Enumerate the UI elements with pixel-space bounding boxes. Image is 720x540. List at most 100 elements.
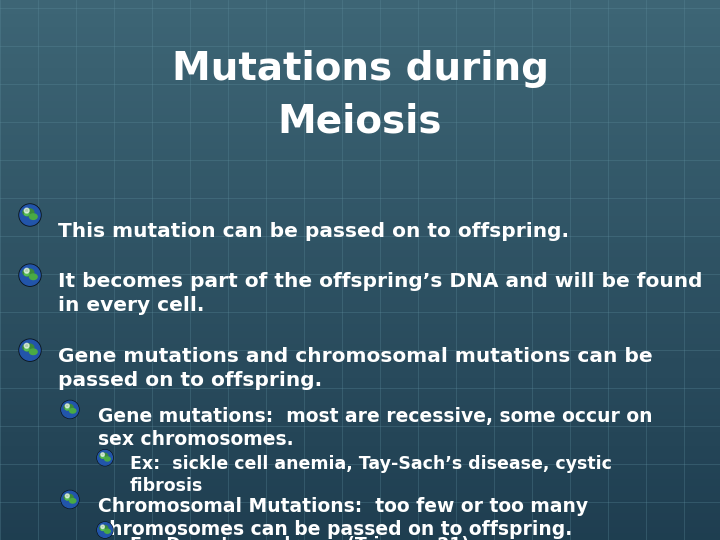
FancyBboxPatch shape [0, 534, 720, 540]
FancyBboxPatch shape [0, 162, 720, 168]
FancyBboxPatch shape [0, 243, 720, 249]
FancyBboxPatch shape [0, 324, 720, 330]
FancyBboxPatch shape [0, 492, 720, 500]
FancyBboxPatch shape [0, 330, 720, 338]
FancyBboxPatch shape [0, 20, 720, 27]
FancyBboxPatch shape [0, 176, 720, 183]
Circle shape [66, 494, 69, 498]
Text: Gene mutations and chromosomal mutations can be
passed on to offspring.: Gene mutations and chromosomal mutations… [58, 347, 652, 389]
FancyBboxPatch shape [0, 108, 720, 115]
FancyBboxPatch shape [0, 418, 720, 426]
FancyBboxPatch shape [0, 256, 720, 263]
FancyBboxPatch shape [0, 102, 720, 108]
FancyBboxPatch shape [0, 284, 720, 291]
FancyBboxPatch shape [0, 216, 720, 222]
FancyBboxPatch shape [0, 81, 720, 87]
Circle shape [24, 208, 29, 213]
Circle shape [19, 339, 41, 361]
Circle shape [66, 404, 69, 408]
Ellipse shape [101, 456, 104, 458]
FancyBboxPatch shape [0, 392, 720, 399]
Ellipse shape [66, 407, 69, 410]
FancyBboxPatch shape [0, 88, 720, 94]
Circle shape [98, 450, 112, 465]
Ellipse shape [70, 498, 76, 503]
Circle shape [19, 264, 41, 286]
FancyBboxPatch shape [0, 14, 720, 20]
FancyBboxPatch shape [0, 135, 720, 141]
Ellipse shape [100, 525, 108, 531]
Ellipse shape [24, 272, 29, 276]
Circle shape [20, 340, 40, 360]
FancyBboxPatch shape [0, 249, 720, 256]
Circle shape [20, 265, 40, 285]
FancyBboxPatch shape [0, 480, 720, 486]
FancyBboxPatch shape [0, 411, 720, 418]
FancyBboxPatch shape [0, 276, 720, 284]
FancyBboxPatch shape [0, 156, 720, 162]
FancyBboxPatch shape [0, 183, 720, 189]
Text: Ex: Down’s syndrome (Trisomy 21): Ex: Down’s syndrome (Trisomy 21) [130, 536, 469, 540]
FancyBboxPatch shape [0, 372, 720, 378]
FancyBboxPatch shape [0, 297, 720, 303]
Circle shape [98, 523, 112, 537]
FancyBboxPatch shape [0, 75, 720, 81]
Ellipse shape [23, 344, 34, 351]
FancyBboxPatch shape [0, 519, 720, 526]
FancyBboxPatch shape [0, 263, 720, 270]
Ellipse shape [30, 274, 37, 280]
FancyBboxPatch shape [0, 148, 720, 156]
Ellipse shape [100, 453, 108, 458]
FancyBboxPatch shape [0, 128, 720, 135]
FancyBboxPatch shape [0, 459, 720, 465]
Ellipse shape [104, 457, 110, 461]
FancyBboxPatch shape [0, 60, 720, 68]
FancyBboxPatch shape [0, 500, 720, 507]
Circle shape [62, 401, 78, 418]
FancyBboxPatch shape [0, 438, 720, 445]
FancyBboxPatch shape [0, 122, 720, 128]
Ellipse shape [24, 212, 29, 215]
Circle shape [61, 401, 79, 418]
FancyBboxPatch shape [0, 432, 720, 438]
Circle shape [61, 490, 79, 509]
Ellipse shape [104, 529, 110, 533]
FancyBboxPatch shape [0, 210, 720, 216]
Text: Ex:  sickle cell anemia, Tay-Sach’s disease, cystic
fibrosis: Ex: sickle cell anemia, Tay-Sach’s disea… [130, 455, 612, 495]
Ellipse shape [23, 269, 34, 276]
FancyBboxPatch shape [0, 270, 720, 276]
Ellipse shape [64, 494, 73, 500]
FancyBboxPatch shape [0, 378, 720, 384]
FancyBboxPatch shape [0, 317, 720, 324]
Circle shape [101, 453, 104, 456]
Circle shape [101, 525, 104, 529]
FancyBboxPatch shape [0, 507, 720, 513]
Circle shape [24, 343, 29, 348]
Circle shape [19, 204, 41, 226]
Text: Chromosomal Mutations:  too few or too many
chromosomes can be passed on to offs: Chromosomal Mutations: too few or too ma… [98, 497, 588, 539]
FancyBboxPatch shape [0, 405, 720, 411]
FancyBboxPatch shape [0, 291, 720, 297]
FancyBboxPatch shape [0, 33, 720, 40]
FancyBboxPatch shape [0, 189, 720, 195]
FancyBboxPatch shape [0, 6, 720, 14]
FancyBboxPatch shape [0, 513, 720, 519]
Circle shape [20, 205, 40, 225]
FancyBboxPatch shape [0, 426, 720, 432]
FancyBboxPatch shape [0, 54, 720, 60]
FancyBboxPatch shape [0, 465, 720, 472]
Ellipse shape [24, 347, 29, 350]
FancyBboxPatch shape [0, 351, 720, 357]
FancyBboxPatch shape [0, 202, 720, 209]
FancyBboxPatch shape [0, 384, 720, 391]
Circle shape [97, 522, 113, 538]
FancyBboxPatch shape [0, 357, 720, 364]
FancyBboxPatch shape [0, 195, 720, 202]
FancyBboxPatch shape [0, 453, 720, 459]
Ellipse shape [70, 409, 76, 413]
FancyBboxPatch shape [0, 472, 720, 480]
FancyBboxPatch shape [0, 230, 720, 237]
Circle shape [24, 268, 29, 273]
FancyBboxPatch shape [0, 27, 720, 33]
Ellipse shape [30, 349, 37, 355]
